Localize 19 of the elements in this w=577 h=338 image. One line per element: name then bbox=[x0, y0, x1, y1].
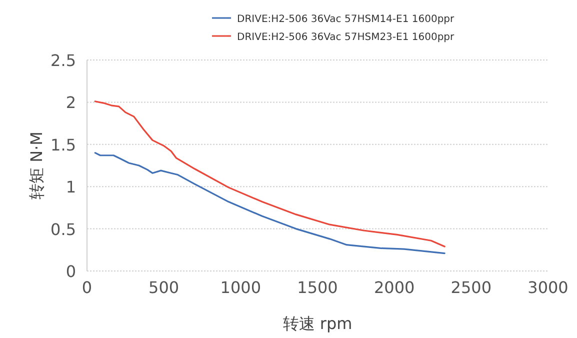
x-tick-label: 0 bbox=[82, 278, 92, 297]
line-series bbox=[94, 152, 446, 254]
y-tick-label: 1 bbox=[66, 178, 76, 197]
legend-label: DRIVE:H2-506 36Vac 57HSM23-E1 1600ppr bbox=[237, 32, 456, 43]
legend-label: DRIVE:H2-506 36Vac 57HSM14-E1 1600ppr bbox=[237, 14, 456, 25]
x-tick-label: 3000 bbox=[528, 278, 568, 297]
y-axis-title: 转矩 N·M bbox=[27, 132, 46, 200]
y-tick-label: 2 bbox=[66, 93, 76, 112]
x-tick-label: 1000 bbox=[220, 278, 262, 297]
y-tick-label: 0.5 bbox=[50, 220, 76, 239]
x-axis-title: 转速 rpm bbox=[282, 314, 352, 333]
x-tick-label: 2500 bbox=[450, 278, 492, 297]
y-tick-label: 1.5 bbox=[50, 135, 76, 154]
x-tick-label: 2000 bbox=[374, 278, 415, 297]
line-series bbox=[94, 100, 446, 248]
x-tick-label: 500 bbox=[148, 278, 180, 297]
y-tick-label: 0 bbox=[66, 262, 76, 281]
x-tick-label: 1500 bbox=[297, 278, 338, 297]
y-tick-label: 2.5 bbox=[50, 51, 76, 70]
